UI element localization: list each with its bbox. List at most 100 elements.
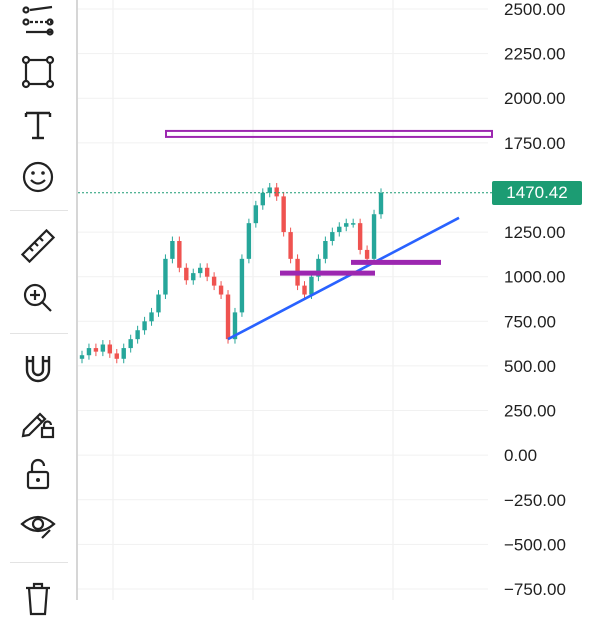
candle-body <box>371 214 377 259</box>
zoom-in-icon[interactable] <box>12 276 64 320</box>
price-axis: 2500.00 2250.00 2000.00 1750.00 1250.00 1000.… <box>504 0 566 599</box>
candle-body <box>86 348 92 356</box>
candle-body <box>170 241 175 259</box>
candle <box>281 191 286 237</box>
candle <box>79 350 85 364</box>
candle <box>93 343 99 357</box>
candle-body <box>225 294 231 340</box>
candle <box>204 263 210 282</box>
candle-body <box>323 241 328 259</box>
ruler-measure-icon[interactable] <box>12 224 64 268</box>
candle <box>316 254 321 282</box>
candle-body <box>344 223 349 227</box>
candle <box>191 268 196 285</box>
price-tick-label: 1250.00 <box>504 223 565 242</box>
candle-body <box>163 258 168 295</box>
candle-body <box>378 192 384 215</box>
hide-drawings-eye-icon[interactable] <box>12 502 64 546</box>
candle-body <box>288 232 293 259</box>
candle-body <box>364 249 370 259</box>
candle <box>350 218 356 228</box>
candle <box>267 183 272 198</box>
chart-grid <box>78 0 488 600</box>
candle <box>177 236 182 273</box>
candle <box>357 218 363 255</box>
rectangle-shape-icon[interactable] <box>12 50 64 94</box>
candle <box>323 236 328 264</box>
drawing-toolbar <box>0 0 78 616</box>
price-tick-label: 1750.00 <box>504 134 565 153</box>
candle <box>211 272 217 291</box>
candle-body <box>211 276 217 286</box>
candle-body <box>357 223 363 250</box>
candle-body <box>135 330 140 340</box>
candle-body <box>149 312 154 322</box>
candle <box>302 281 307 299</box>
candle-body <box>246 223 252 259</box>
candle <box>218 281 224 299</box>
candle <box>107 340 113 358</box>
candle-body <box>350 223 356 225</box>
candle-body <box>239 258 245 313</box>
candle <box>371 209 377 264</box>
candle <box>142 316 147 335</box>
candle-body <box>198 267 203 274</box>
candle <box>163 254 168 299</box>
drawings-layer <box>78 129 493 341</box>
candle-body <box>156 294 161 313</box>
price-chart[interactable]: 2500.00 2250.00 2000.00 1750.00 1250.00 1000.… <box>78 0 600 600</box>
trash-icon[interactable] <box>12 576 64 620</box>
candle-body <box>260 192 265 206</box>
candle <box>260 188 265 210</box>
candle-body <box>79 355 85 359</box>
last-price-badge: 1470.42 <box>492 181 582 205</box>
candle-body <box>267 187 272 193</box>
candle-body <box>177 241 182 268</box>
price-tick-label: 500.00 <box>504 357 556 376</box>
ascending-trendline <box>227 216 460 341</box>
candle <box>184 263 189 285</box>
candle <box>170 236 175 264</box>
candle-body <box>128 339 133 349</box>
candle-body <box>93 348 99 352</box>
candle <box>128 334 133 353</box>
text-tool-icon[interactable] <box>12 103 64 147</box>
candle-body <box>330 232 335 241</box>
candle-body <box>184 267 189 281</box>
candle <box>156 290 161 317</box>
candle-body <box>114 353 119 359</box>
candle <box>239 254 245 317</box>
price-tick-label: −500.00 <box>504 535 566 554</box>
lock-all-icon[interactable] <box>12 452 64 496</box>
candle <box>198 263 203 278</box>
trend-line-tools-icon[interactable] <box>12 0 64 44</box>
candle <box>344 218 349 232</box>
candle-body <box>316 258 321 277</box>
candle-body <box>274 187 279 197</box>
candle <box>149 307 154 326</box>
candle <box>232 307 238 344</box>
emoji-sticker-icon[interactable] <box>12 155 64 199</box>
candle <box>274 183 279 201</box>
resistance-level-box <box>165 129 493 138</box>
candle <box>246 218 252 264</box>
price-tick-label: −250.00 <box>504 491 566 510</box>
candle <box>121 343 126 364</box>
candle <box>253 200 259 228</box>
candle <box>114 348 119 364</box>
candle-body <box>302 285 307 295</box>
candle-body <box>337 226 342 233</box>
price-tick-label: 2000.00 <box>504 89 565 108</box>
candle <box>86 343 92 360</box>
candle-body <box>204 267 210 277</box>
magnet-snap-icon[interactable] <box>12 346 64 390</box>
candles-layer <box>79 183 384 364</box>
lock-drawings-icon[interactable] <box>12 400 64 444</box>
candle <box>330 227 335 246</box>
candle-body <box>191 273 196 281</box>
candle <box>337 222 342 237</box>
last-price-label: 1470.42 <box>506 183 568 202</box>
candle-body <box>253 205 259 224</box>
candle-body <box>309 276 314 295</box>
candle-body <box>218 285 224 295</box>
